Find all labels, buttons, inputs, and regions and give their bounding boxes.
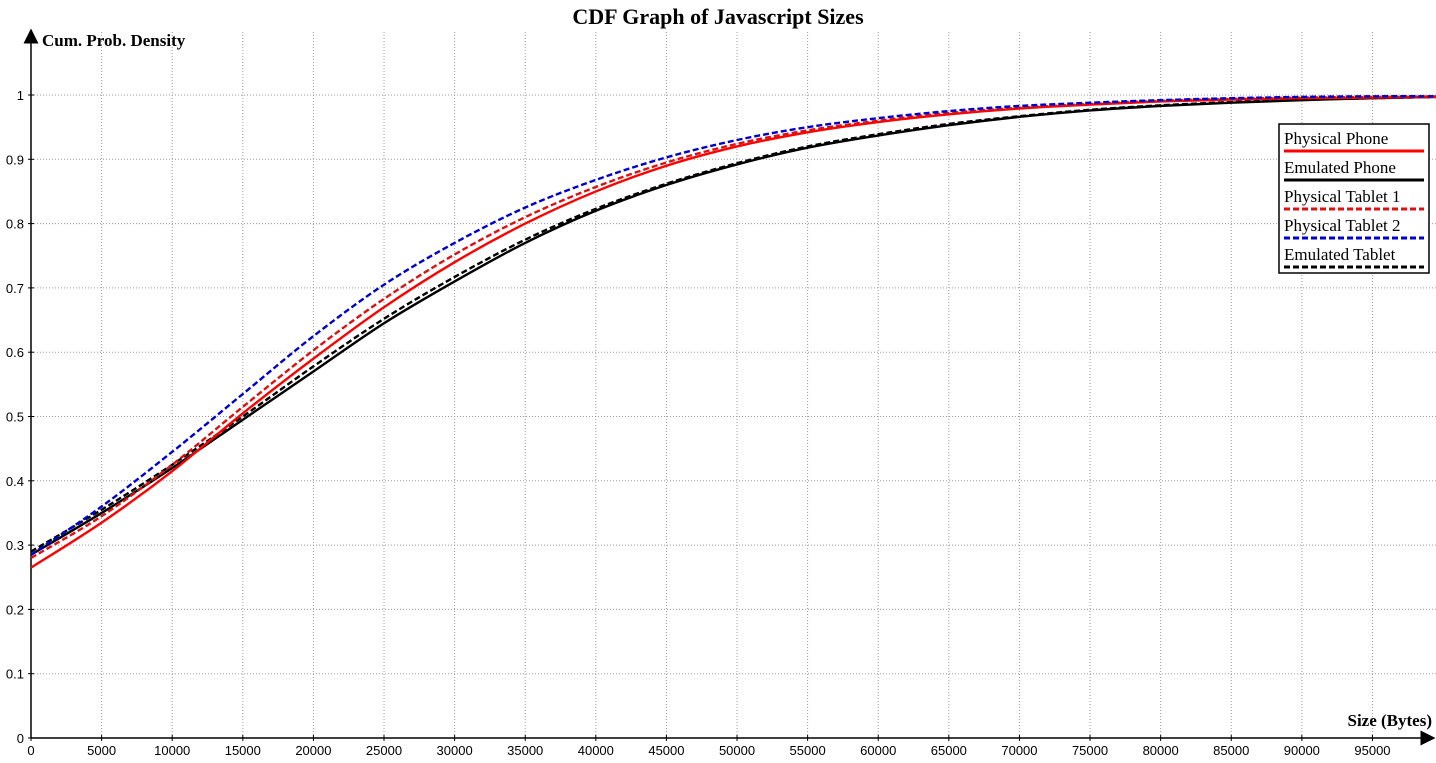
x-tick-label: 25000 (366, 743, 402, 758)
x-tick-label: 50000 (719, 743, 755, 758)
x-tick-label: 45000 (648, 743, 684, 758)
y-tick-label: 0.2 (6, 602, 24, 617)
x-tick-label: 15000 (225, 743, 261, 758)
series-line-emulated-phone (30, 95, 1436, 556)
x-tick-label: 65000 (931, 743, 967, 758)
x-tick-label: 60000 (860, 743, 896, 758)
x-tick-label: 10000 (154, 743, 190, 758)
x-tick-labels: 0 5000 10000 15000 20000 25000 30000 35000 40000… (27, 735, 1391, 758)
legend-label-emulated-phone: Emulated Phone (1284, 158, 1396, 177)
legend-label-physical-tablet-1: Physical Tablet 1 (1284, 187, 1401, 206)
x-tick-label: 35000 (507, 743, 543, 758)
y-axis-label: Cum. Prob. Density (42, 31, 186, 50)
x-tick-label: 85000 (1213, 743, 1249, 758)
y-tick-label: 0.5 (6, 410, 24, 425)
y-tick-label: 0.4 (6, 474, 24, 489)
x-tick-label: 5000 (87, 743, 116, 758)
x-tick-label: 55000 (790, 743, 826, 758)
legend-box (1278, 123, 1430, 274)
legend: Physical Phone Emulated Phone Physical Tab… (1278, 123, 1430, 274)
x-tick-label: 95000 (1354, 743, 1390, 758)
x-axis-label: Size (Bytes) (1347, 711, 1432, 730)
legend-label-emulated-tablet: Emulated Tablet (1284, 245, 1396, 264)
y-tick-label: 0.9 (6, 152, 24, 167)
axes (23, 28, 1436, 746)
x-tick-label: 20000 (295, 743, 331, 758)
series-line-emulated-tablet (30, 95, 1436, 553)
chart-title: CDF Graph of Javascript Sizes (572, 4, 864, 29)
y-tick-label: 0.6 (6, 345, 24, 360)
y-tick-label: 0.1 (6, 667, 24, 682)
x-tick-label: 80000 (1143, 743, 1179, 758)
y-tick-label: 0.8 (6, 217, 24, 232)
x-tick-label: 30000 (437, 743, 473, 758)
y-tick-label: 0.7 (6, 281, 24, 296)
x-tick-label: 70000 (1001, 743, 1037, 758)
y-tick-label: 0 (17, 731, 24, 746)
x-tick-label: 90000 (1284, 743, 1320, 758)
y-tick-labels: 0 0.1 0.2 0.3 0.4 0.5 0.6 0.7 0.8 0.9 1 (6, 88, 34, 746)
series-line-physical-phone (30, 95, 1436, 569)
series-layer (30, 95, 1436, 569)
x-tick-label: 40000 (578, 743, 614, 758)
x-tick-label: 75000 (1072, 743, 1108, 758)
x-tick-label: 0 (27, 743, 34, 758)
y-tick-label: 1 (17, 88, 24, 103)
grid-lines (31, 32, 1436, 738)
legend-label-physical-tablet-2: Physical Tablet 2 (1284, 216, 1401, 235)
y-tick-label: 0.3 (6, 538, 24, 553)
legend-label-physical-phone: Physical Phone (1284, 129, 1388, 148)
series-line-physical-tablet-2 (30, 95, 1436, 556)
